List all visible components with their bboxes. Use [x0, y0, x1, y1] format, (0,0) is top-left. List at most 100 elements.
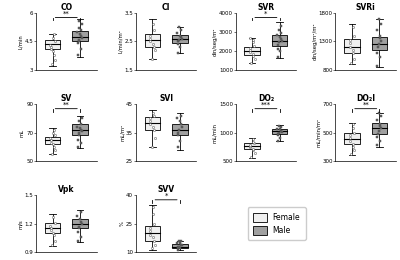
Y-axis label: mL/min: mL/min	[212, 123, 218, 142]
Point	[74, 125, 81, 129]
Point	[177, 240, 183, 245]
Point	[175, 246, 181, 250]
Point	[78, 210, 84, 214]
Title: SVI: SVI	[159, 94, 173, 103]
Point	[247, 145, 254, 149]
Point	[274, 127, 280, 131]
Point	[374, 64, 380, 68]
Point	[275, 132, 282, 136]
Point	[252, 56, 258, 61]
Point	[48, 138, 54, 142]
Point	[375, 129, 382, 133]
Text: *: *	[164, 193, 168, 199]
Bar	[145, 226, 160, 241]
Point	[250, 140, 256, 144]
Point	[277, 37, 284, 41]
Point	[175, 40, 182, 44]
Point	[376, 34, 383, 38]
Title: DO₂I: DO₂I	[356, 94, 375, 103]
Y-axis label: mL/min/m²: mL/min/m²	[316, 118, 321, 147]
Point	[252, 151, 258, 155]
Point	[74, 30, 81, 34]
Point	[276, 40, 282, 44]
Point	[152, 243, 158, 247]
Point	[374, 143, 380, 147]
Point	[276, 124, 282, 128]
Point	[174, 51, 181, 55]
Point	[350, 51, 356, 55]
Point	[276, 28, 282, 32]
Point	[374, 51, 381, 55]
Point	[151, 113, 158, 118]
Point	[49, 152, 55, 156]
Point	[349, 142, 356, 146]
Y-axis label: mL/m²: mL/m²	[120, 124, 125, 141]
Y-axis label: mL: mL	[20, 128, 25, 137]
Text: *: *	[264, 11, 268, 17]
Point	[376, 122, 383, 126]
Point	[51, 221, 58, 225]
Point	[76, 37, 82, 42]
Point	[376, 17, 382, 21]
Point	[174, 240, 180, 245]
Title: Vpk: Vpk	[58, 185, 74, 194]
Point	[151, 222, 158, 226]
Point	[51, 133, 58, 138]
Point	[246, 46, 253, 50]
Point	[76, 131, 82, 135]
Y-axis label: din/seg/m²/m²: din/seg/m²/m²	[312, 23, 317, 60]
Y-axis label: m/s: m/s	[18, 219, 23, 229]
Point	[50, 131, 56, 135]
Point	[150, 45, 157, 49]
Point	[75, 41, 81, 46]
Point	[274, 33, 280, 37]
Text: ***: ***	[261, 102, 271, 108]
Point	[350, 145, 356, 149]
Point	[276, 131, 282, 135]
Point	[376, 111, 382, 115]
Point	[251, 44, 257, 48]
Bar	[272, 129, 287, 134]
Point	[49, 62, 55, 66]
Point	[150, 110, 156, 115]
Point	[246, 143, 253, 147]
Point	[378, 40, 385, 44]
Bar	[344, 133, 360, 144]
Point	[50, 233, 57, 237]
Point	[47, 43, 53, 47]
Point	[176, 239, 182, 243]
Point	[350, 122, 356, 126]
Point	[277, 49, 284, 53]
Point	[77, 32, 84, 36]
Point	[75, 40, 82, 44]
Legend: Female, Male: Female, Male	[248, 207, 306, 240]
Y-axis label: L/min/m²: L/min/m²	[118, 30, 123, 53]
Point	[78, 122, 84, 126]
Point	[147, 119, 154, 123]
Bar	[172, 124, 188, 135]
Bar	[45, 223, 60, 233]
Title: SV: SV	[61, 94, 72, 103]
Point	[174, 145, 181, 149]
Point	[274, 139, 281, 143]
Point	[275, 43, 282, 47]
Point	[79, 129, 85, 133]
Point	[51, 40, 58, 44]
Point	[52, 58, 58, 63]
Point	[178, 243, 184, 247]
Point	[150, 22, 156, 27]
Point	[346, 38, 353, 42]
Bar	[172, 244, 188, 248]
Point	[75, 138, 81, 142]
Point	[147, 229, 154, 233]
Point	[175, 42, 181, 46]
Point	[377, 36, 384, 40]
Point	[374, 28, 380, 32]
Bar	[244, 144, 260, 148]
Point	[178, 113, 184, 118]
Point	[178, 122, 184, 126]
Point	[50, 231, 56, 235]
Point	[374, 118, 380, 122]
Point	[175, 131, 182, 135]
Point	[348, 61, 354, 65]
